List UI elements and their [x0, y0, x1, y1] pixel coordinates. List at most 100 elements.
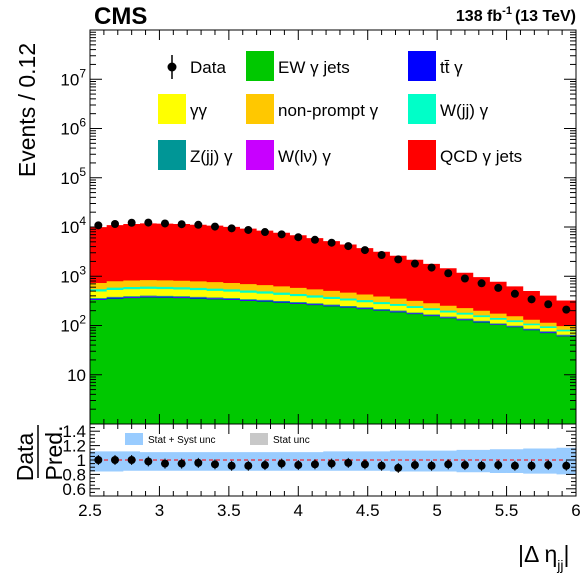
data-point [394, 255, 403, 264]
data-point [294, 233, 303, 242]
data-point [562, 305, 571, 314]
y-tick-base: 10 [67, 366, 86, 385]
y-tick-exponent: 3 [79, 263, 86, 277]
ratio-point [294, 461, 303, 470]
ratio-point [110, 456, 119, 464]
y-tick-exponent: 2 [79, 313, 86, 327]
data-point [360, 246, 369, 255]
data-point [494, 283, 503, 292]
legend-label: EW γ jets [278, 58, 350, 77]
x-tick-label: 3.5 [217, 501, 241, 520]
ratio-y-tick-label: 0.6 [62, 480, 86, 499]
lumi-value: 138 fb [456, 8, 502, 25]
ratio-point [327, 459, 336, 468]
lumi-energy: (13 TeV) [515, 8, 576, 25]
legend-swatch [246, 140, 274, 170]
legend-swatch [246, 94, 274, 124]
y-tick-exponent: 5 [79, 165, 86, 179]
x-tick-label: 3 [155, 501, 164, 520]
data-point [144, 218, 153, 227]
data-point [444, 269, 453, 278]
legend-label: W(lν) γ [278, 147, 331, 166]
y-axis-label: Events / 0.12 [14, 43, 40, 177]
ratio-point [544, 461, 553, 470]
ratio-point [394, 463, 403, 472]
ratio-plot-area: 0.60.811.21.4 2.5 3 3.5 4 4.5 5 5.5 6 Stat + Syst… [62, 422, 580, 520]
lumi-label: 138 fb-1 (13 TeV) [456, 5, 576, 25]
lumi-exponent: -1 [502, 5, 512, 17]
y-tick-label: 103 [60, 263, 86, 286]
stack-ew-jets [90, 297, 576, 424]
y-tick-base: 10 [60, 218, 79, 237]
ratio-point [227, 461, 236, 470]
y-tick-label: 102 [60, 313, 86, 336]
y-tick-base: 10 [60, 317, 79, 336]
cms-label: CMS [94, 3, 147, 30]
y-tick-label: 105 [60, 165, 86, 188]
ratio-point [527, 461, 536, 470]
ratio-legend-stat-syst-label: Stat + Syst unc [148, 435, 216, 446]
data-point [510, 289, 519, 298]
legend-label: QCD γ jets [440, 147, 522, 166]
data-point [277, 230, 286, 239]
data-point [527, 295, 536, 304]
data-point [244, 225, 253, 234]
x-axis-label-main: |Δ η [518, 541, 557, 567]
data-point [477, 279, 486, 288]
x-axis-label: |Δ ηjj| [518, 541, 569, 573]
legend-label: Z(jj) γ [190, 147, 233, 166]
ratio-point [344, 458, 353, 467]
x-tick-label: 4.5 [356, 501, 380, 520]
ratio-point [277, 459, 286, 468]
x-tick-label: 4 [294, 501, 303, 520]
data-point [460, 274, 469, 283]
data-point [110, 220, 119, 229]
ratio-point [194, 458, 203, 467]
y-tick-base: 10 [60, 120, 79, 139]
ratio-point [444, 460, 453, 469]
ratio-point [360, 460, 369, 469]
ratio-y-tick-label: 1.4 [62, 422, 86, 441]
data-point [210, 222, 219, 231]
y-tick-label: 10 [67, 366, 86, 385]
y-tick-exponent: 4 [79, 214, 86, 228]
legend-label: W(jj) γ [440, 101, 489, 120]
data-point [427, 263, 436, 272]
legend-swatch [246, 51, 274, 81]
data-point [260, 228, 269, 237]
ratio-point [477, 461, 486, 470]
data-point [410, 259, 419, 268]
ratio-legend-stat-label: Stat unc [273, 435, 310, 446]
ratio-point [510, 461, 519, 470]
legend-swatch [408, 94, 436, 124]
ratio-point [427, 461, 436, 470]
x-tick-label: 2.5 [78, 501, 102, 520]
ratio-point [177, 459, 186, 468]
ratio-point [460, 461, 469, 470]
ratio-y-tick-label: 0.8 [62, 465, 86, 484]
ratio-y-tick-label: 1 [77, 451, 86, 470]
legend-swatch [158, 94, 186, 124]
data-point [227, 224, 236, 233]
x-tick-label: 5.5 [495, 501, 519, 520]
ratio-point [160, 459, 169, 468]
legend-label: Data [190, 58, 226, 77]
ratio-point [562, 461, 571, 470]
ratio-point [494, 461, 503, 470]
ratio-point [410, 461, 419, 470]
ratio-point [260, 461, 269, 470]
data-point [127, 218, 136, 227]
y-tick-label: 107 [60, 66, 86, 89]
ratio-point [377, 461, 386, 470]
data-point [177, 220, 186, 229]
y-tick-exponent: 7 [79, 66, 86, 80]
data-point [160, 219, 169, 228]
y-tick-base: 10 [60, 267, 79, 286]
ratio-y-label-numerator: Data [12, 433, 38, 482]
ratio-legend-stat-syst-swatch [125, 433, 143, 445]
y-tick-base: 10 [60, 169, 79, 188]
ratio-y-tick-label: 1.2 [62, 437, 86, 456]
x-axis-label-subscript: jj [556, 557, 563, 573]
